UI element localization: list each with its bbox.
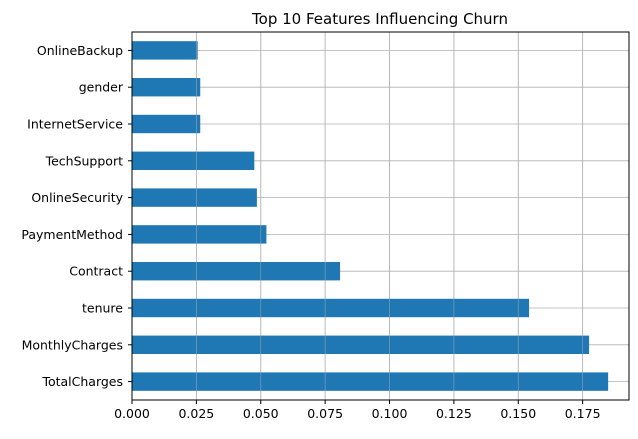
bar-OnlineSecurity: [132, 188, 257, 207]
bars-layer: [131, 32, 609, 400]
y-tick-label: gender: [79, 80, 124, 95]
y-tick-label: Contract: [69, 264, 123, 279]
x-tick-label: 0.100: [372, 406, 408, 421]
bar-tenure: [132, 298, 530, 318]
x-tick-label: 0.125: [436, 406, 472, 421]
bar-Contract: [132, 262, 341, 281]
y-tick-label: PaymentMethod: [21, 227, 123, 242]
x-tick-label: 0.000: [114, 406, 150, 421]
x-tick-label: 0.075: [307, 406, 343, 421]
axes-layer: [131, 31, 630, 401]
bar-MonthlyCharges: [132, 335, 590, 354]
y-tick-label: InternetService: [27, 117, 123, 132]
y-tick-label: tenure: [82, 301, 123, 316]
bar-TechSupport: [132, 151, 255, 170]
ticks-layer: 0.000 0.025 0.050 0.075 0.100 0.125 0.150 0.175…: [21, 43, 600, 421]
y-tick-label: OnlineBackup: [37, 43, 123, 58]
bar-InternetService: [132, 114, 201, 134]
chart-title: Top 10 Features Influencing Churn: [251, 10, 508, 28]
y-tick-label: TotalCharges: [41, 374, 123, 389]
bar-gender: [132, 78, 201, 97]
plot-frame: [131, 31, 630, 401]
y-tick-label: OnlineSecurity: [31, 190, 123, 205]
x-tick-label: 0.025: [178, 406, 214, 421]
bar-PaymentMethod: [132, 225, 267, 244]
y-tick-label: MonthlyCharges: [22, 337, 123, 352]
bar-TotalCharges: [132, 372, 609, 391]
bar-OnlineBackup: [132, 41, 198, 60]
x-tick-label: 0.050: [243, 406, 279, 421]
x-tick-label: 0.175: [565, 406, 601, 421]
y-tick-label: TechSupport: [45, 153, 124, 168]
x-tick-label: 0.150: [500, 406, 536, 421]
